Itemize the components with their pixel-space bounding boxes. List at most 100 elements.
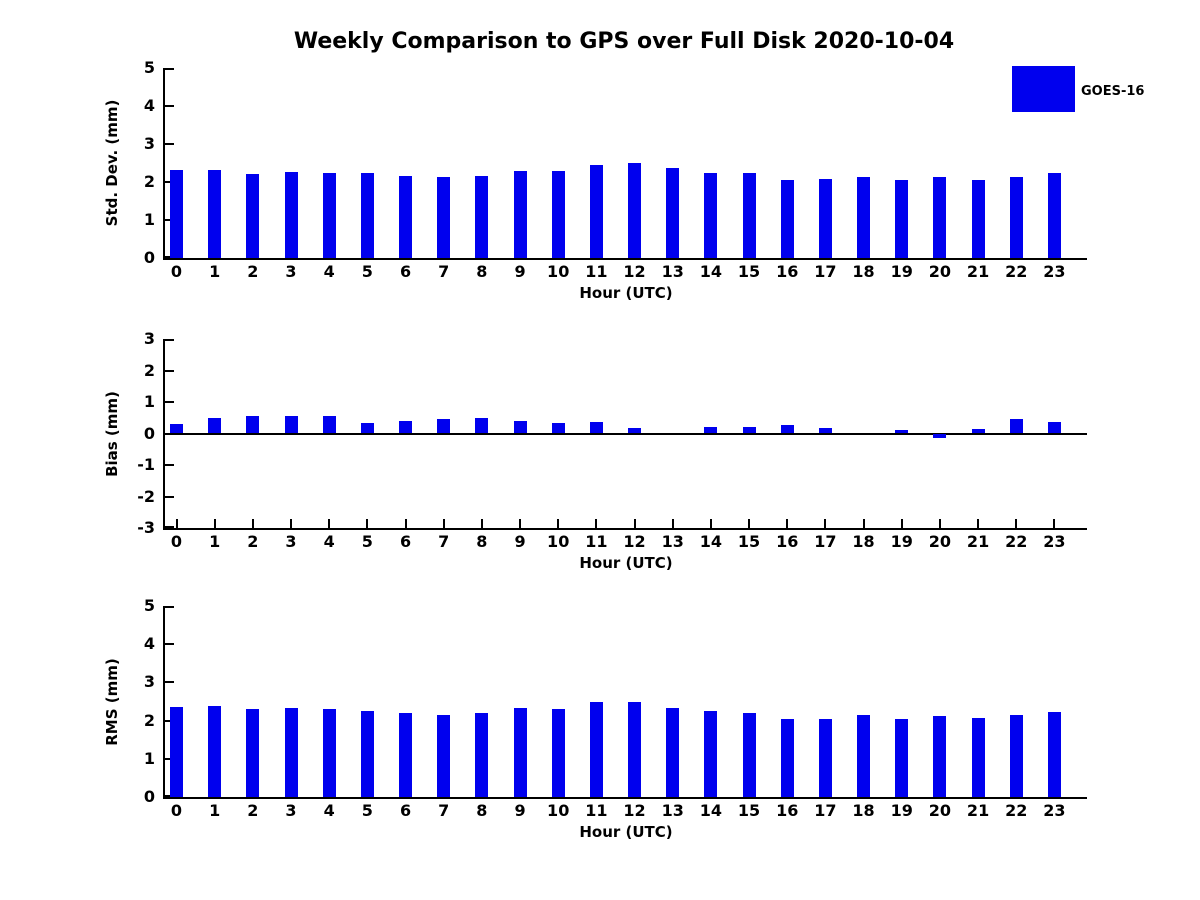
bar-hour-7: [437, 177, 451, 258]
x-tick-label: 21: [966, 801, 990, 820]
bar-hour-2: [246, 415, 260, 434]
x-tick: [824, 519, 827, 528]
bar-hour-6: [399, 712, 413, 797]
bar-hour-22: [1009, 715, 1023, 797]
bar-hour-10: [551, 423, 565, 434]
x-tick-label: 23: [1043, 262, 1066, 281]
bar-hour-21: [971, 718, 985, 797]
y-tick-label: 0: [143, 787, 155, 806]
x-axis-title: Hour (UTC): [579, 554, 673, 572]
bar-hour-20: [933, 716, 947, 797]
legend-swatch: [1012, 66, 1075, 112]
x-tick-label: 2: [247, 532, 259, 551]
bar-hour-16: [780, 179, 794, 258]
bar-hour-3: [284, 171, 298, 258]
x-tick-label: 3: [285, 801, 297, 820]
x-tick-label: 22: [1005, 532, 1028, 551]
x-tick: [328, 519, 331, 528]
x-tick-label: 4: [323, 532, 335, 551]
x-tick-label: 9: [514, 262, 526, 281]
x-tick-label: 7: [438, 532, 450, 551]
x-tick: [290, 519, 292, 528]
bar-hour-18: [857, 715, 871, 797]
x-tick-label: 16: [776, 801, 799, 820]
x-tick-label: 1: [209, 801, 221, 820]
x-tick-label: 1: [209, 532, 221, 551]
y-tick-label: 2: [143, 172, 155, 191]
bar-hour-10: [551, 709, 565, 797]
y-tick-label: -1: [137, 455, 155, 474]
y-tick-label: 5: [143, 58, 155, 77]
x-tick: [442, 519, 445, 528]
y-tick: [165, 464, 174, 466]
bar-hour-1: [208, 418, 222, 434]
bar-hour-17: [818, 719, 832, 797]
x-tick: [786, 519, 789, 528]
bar-hour-22: [1009, 419, 1023, 434]
x-tick-label: 0: [170, 532, 183, 551]
y-tick: [165, 143, 174, 145]
bar-hour-4: [322, 708, 336, 797]
bar-hour-2: [246, 173, 260, 258]
x-tick: [251, 519, 254, 528]
bar-hour-12: [628, 701, 642, 797]
x-tick: [213, 519, 216, 528]
x-tick: [938, 519, 941, 528]
y-tick: [165, 256, 174, 258]
x-axis-title: Hour (UTC): [579, 284, 673, 302]
x-tick-label: 20: [928, 532, 952, 551]
y-axis-title: Bias (mm): [103, 390, 121, 477]
bar-hour-7: [437, 714, 451, 797]
bar-hour-10: [551, 170, 565, 258]
x-tick-label: 20: [928, 801, 952, 820]
y-tick-label: 4: [143, 96, 155, 115]
y-tick: [165, 105, 174, 107]
bar-hour-19: [895, 719, 909, 797]
x-tick-label: 15: [737, 801, 761, 820]
x-tick-label: 23: [1043, 532, 1066, 551]
x-tick: [175, 519, 178, 528]
bar-hour-13: [666, 707, 680, 797]
subplot-bias-plot-area: 3 2 1 0 -1 -2 -3 0 1 2 3 4 5 6 7 8 9 10 11 12 13 14 15 16 17 18 19…: [137, 329, 1087, 572]
bar-hour-14: [704, 711, 718, 797]
chart-title: Weekly Comparison to GPS over Full Disk …: [293, 29, 955, 54]
bar-hour-9: [513, 170, 527, 258]
x-tick: [748, 519, 751, 528]
y-tick-label: 5: [143, 596, 155, 615]
bar-hour-16: [780, 425, 794, 434]
x-tick-label: 15: [737, 532, 761, 551]
bar-hour-9: [513, 708, 527, 797]
x-tick-label: 8: [476, 532, 488, 551]
x-tick-label: 10: [547, 801, 570, 820]
bar-hour-6: [399, 420, 413, 434]
bar-hour-17: [818, 427, 832, 434]
bar-hour-11: [589, 702, 603, 797]
x-tick-label: 5: [361, 532, 373, 551]
bar-hour-15: [742, 426, 756, 434]
x-tick-label: 20: [928, 262, 952, 281]
bar-hour-19: [895, 180, 909, 258]
y-tick: [165, 719, 174, 722]
x-tick: [480, 519, 483, 528]
x-tick-label: 3: [285, 262, 297, 281]
x-tick-label: 17: [814, 801, 837, 820]
x-tick: [671, 519, 674, 528]
y-axis-title: Std. Dev. (mm): [103, 99, 121, 227]
x-tick-label: 12: [623, 532, 646, 551]
bar-hour-7: [437, 419, 451, 434]
bar-hour-23: [1047, 711, 1061, 797]
y-tick-label: -2: [137, 486, 155, 506]
x-tick-label: 1: [209, 262, 221, 281]
bar-hour-19: [895, 429, 909, 434]
x-tick: [519, 519, 522, 528]
bar-hour-23: [1047, 421, 1061, 434]
y-tick-label: -3: [137, 518, 155, 537]
x-tick: [1015, 519, 1018, 528]
y-tick: [165, 526, 174, 528]
bar-hour-15: [742, 712, 756, 797]
x-tick-label: 18: [852, 801, 875, 820]
bar-hour-22: [1009, 177, 1023, 258]
y-tick: [165, 339, 174, 341]
y-tick: [165, 681, 174, 684]
x-tick-label: 9: [514, 801, 526, 820]
